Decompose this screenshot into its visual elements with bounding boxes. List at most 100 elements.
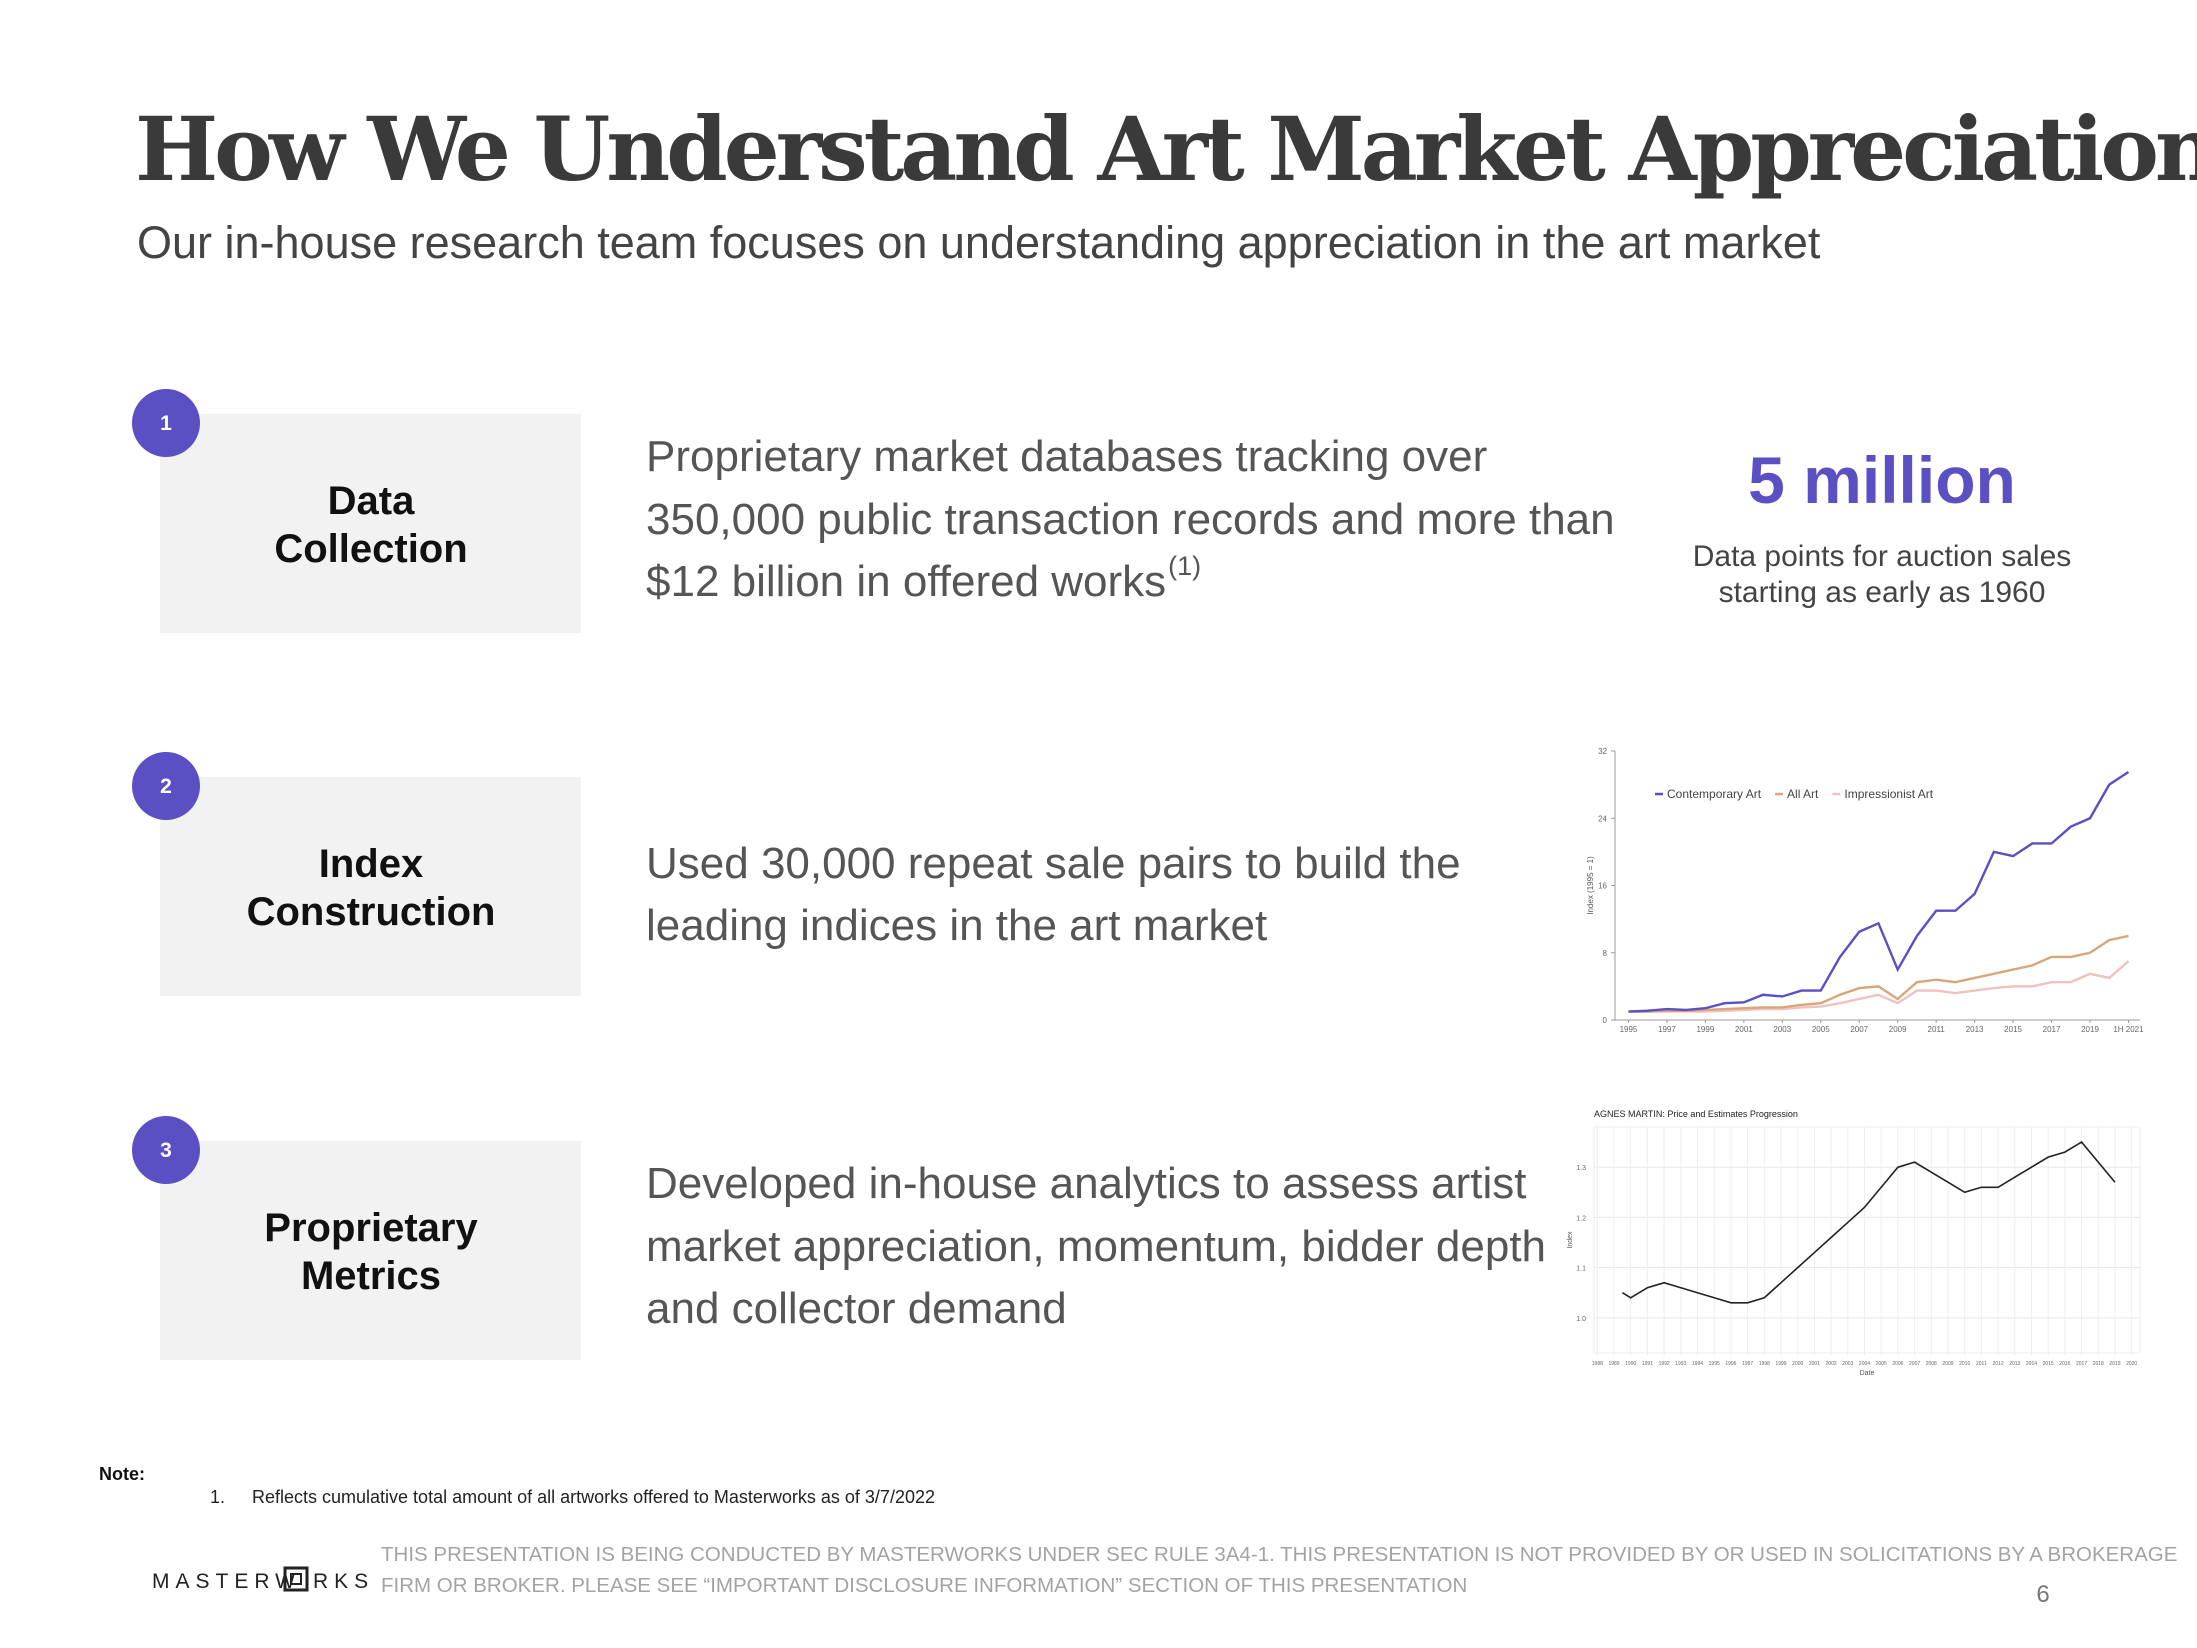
step-badge <box>132 389 200 457</box>
step-box <box>160 1141 581 1360</box>
x-tick-label: 2003 <box>1773 1025 1791 1034</box>
x-tick-label: 2014 <box>2026 1361 2037 1367</box>
legend-label: Contemporary Art <box>1667 787 1762 801</box>
x-tick-label: 2007 <box>1909 1361 1920 1367</box>
logo-mark <box>283 1566 309 1592</box>
x-tick-label: 2019 <box>2081 1025 2099 1034</box>
legend-label: All Art <box>1787 787 1819 801</box>
x-tick-label: 1998 <box>1759 1361 1770 1367</box>
step-box <box>160 414 581 633</box>
step-label: Construction <box>247 890 496 934</box>
step-number: 3 <box>160 1139 172 1162</box>
step-description: Developed in-house analytics to assess a… <box>646 1159 1526 1208</box>
step-description: and collector demand <box>646 1284 1067 1333</box>
logo: MASTERW RKS <box>152 1566 374 1593</box>
note-text: Reflects cumulative total amount of all … <box>252 1487 935 1507</box>
x-tick-label: 2007 <box>1850 1025 1868 1034</box>
y-axis-label: Index <box>1567 1231 1574 1249</box>
y-tick-label: 1.1 <box>1576 1266 1586 1273</box>
x-tick-label: 2010 <box>1959 1361 1970 1367</box>
x-tick-label: 1999 <box>1775 1361 1786 1367</box>
chart-title: AGNES MARTIN: Price and Estimates Progre… <box>1594 1109 1798 1119</box>
note-label: Note: <box>99 1464 145 1484</box>
step-description: Used 30,000 repeat sale pairs to build t… <box>646 839 1461 888</box>
x-tick-label: 2009 <box>1889 1025 1907 1034</box>
legend-label: Impressionist Art <box>1844 787 1933 801</box>
step-label: Data <box>328 479 415 523</box>
x-tick-label: 2013 <box>2009 1361 2020 1367</box>
x-tick-label: 1999 <box>1696 1025 1714 1034</box>
x-tick-label: 2000 <box>1792 1361 1803 1367</box>
x-tick-label: 1988 <box>1592 1361 1603 1367</box>
disclaimer: THIS PRESENTATION IS BEING CONDUCTED BY … <box>381 1543 2177 1566</box>
step-description: 350,000 public transaction records and m… <box>646 495 1615 544</box>
x-tick-label: 2003 <box>1842 1361 1853 1367</box>
chart: 0 8 16 24 32 1995 1997 1999 2001 2003 2005 2007 2009… <box>1586 747 2144 1034</box>
y-tick-label: 32 <box>1598 747 1607 756</box>
y-tick-label: 8 <box>1603 949 1608 958</box>
step-label: Collection <box>274 527 467 571</box>
x-tick-label: 1997 <box>1742 1361 1753 1367</box>
x-tick-label: 2006 <box>1892 1361 1903 1367</box>
x-tick-label: 2002 <box>1826 1361 1837 1367</box>
y-tick-label: 0 <box>1603 1016 1608 1025</box>
x-tick-label: 2005 <box>1812 1025 1830 1034</box>
subtitle: Our in-house research team focuses on un… <box>137 217 1821 268</box>
chart: 1.0 1.1 1.2 1.3 1988 1989 1990 1991 1992 1993 1994… <box>1567 1109 2141 1377</box>
y-tick-label: 16 <box>1598 882 1607 891</box>
x-tick-label: 1992 <box>1659 1361 1670 1367</box>
x-tick-label: 1996 <box>1725 1361 1736 1367</box>
data-line <box>1628 934 2129 1013</box>
x-tick-label: 1H 2021 <box>2113 1025 2144 1034</box>
x-tick-label: 2005 <box>1876 1361 1887 1367</box>
x-tick-label: 1997 <box>1658 1025 1676 1034</box>
footnote-ref: (1) <box>1168 551 1201 581</box>
step-label: Proprietary <box>264 1206 478 1250</box>
x-tick-label: 2016 <box>2059 1361 2070 1367</box>
y-axis-label: Index (1995 = 1) <box>1586 856 1595 915</box>
x-tick-label: 1991 <box>1642 1361 1653 1367</box>
step-label: Metrics <box>301 1254 441 1298</box>
data-line <box>1628 771 2130 1013</box>
x-tick-label: 1995 <box>1620 1025 1638 1034</box>
x-tick-label: 1990 <box>1625 1361 1636 1367</box>
stat-value: 5 million <box>1748 443 2016 517</box>
x-tick-label: 2011 <box>1976 1361 1987 1367</box>
x-tick-label: 1989 <box>1608 1361 1619 1367</box>
logo-mark <box>290 1573 302 1585</box>
step-number: 2 <box>160 775 172 798</box>
x-tick-label: 2004 <box>1859 1361 1870 1367</box>
step-badge <box>132 752 200 820</box>
x-tick-label: 2001 <box>1809 1361 1820 1367</box>
step-label: Index <box>319 842 423 886</box>
disclaimer: FIRM OR BROKER. PLEASE SEE “IMPORTANT DI… <box>381 1574 1467 1597</box>
logo-text: RKS <box>313 1570 374 1593</box>
stat-caption: starting as early as 1960 <box>1719 576 2046 609</box>
x-tick-label: 2001 <box>1735 1025 1753 1034</box>
note-marker: 1. <box>210 1487 225 1507</box>
step-description: $12 billion in offered works <box>646 557 1166 606</box>
x-tick-label: 1995 <box>1709 1361 1720 1367</box>
y-tick-label: 1.3 <box>1576 1165 1586 1172</box>
x-tick-label: 2015 <box>2004 1025 2022 1034</box>
page-number: 6 <box>2036 1581 2049 1608</box>
x-tick-label: 2020 <box>2126 1361 2137 1367</box>
y-tick-label: 1.0 <box>1576 1316 1586 1323</box>
x-tick-label: 2009 <box>1942 1361 1953 1367</box>
logo-text: MASTERW <box>152 1570 301 1593</box>
x-tick-label: 2017 <box>2043 1025 2061 1034</box>
y-tick-label: 24 <box>1598 814 1607 823</box>
data-line <box>1628 960 2130 1013</box>
x-tick-label: 2015 <box>2043 1361 2054 1367</box>
x-tick-label: 2012 <box>1993 1361 2004 1367</box>
x-tick-label: 2011 <box>1928 1025 1946 1034</box>
step-description: market appreciation, momentum, bidder de… <box>646 1222 1546 1271</box>
x-tick-label: 2019 <box>2109 1361 2120 1367</box>
step-box <box>160 777 581 996</box>
y-tick-label: 1.2 <box>1576 1215 1586 1222</box>
x-tick-label: 2013 <box>1966 1025 1984 1034</box>
data-line <box>1621 1141 2116 1304</box>
title: How We Understand Art Market Appreciatio… <box>135 97 2197 201</box>
